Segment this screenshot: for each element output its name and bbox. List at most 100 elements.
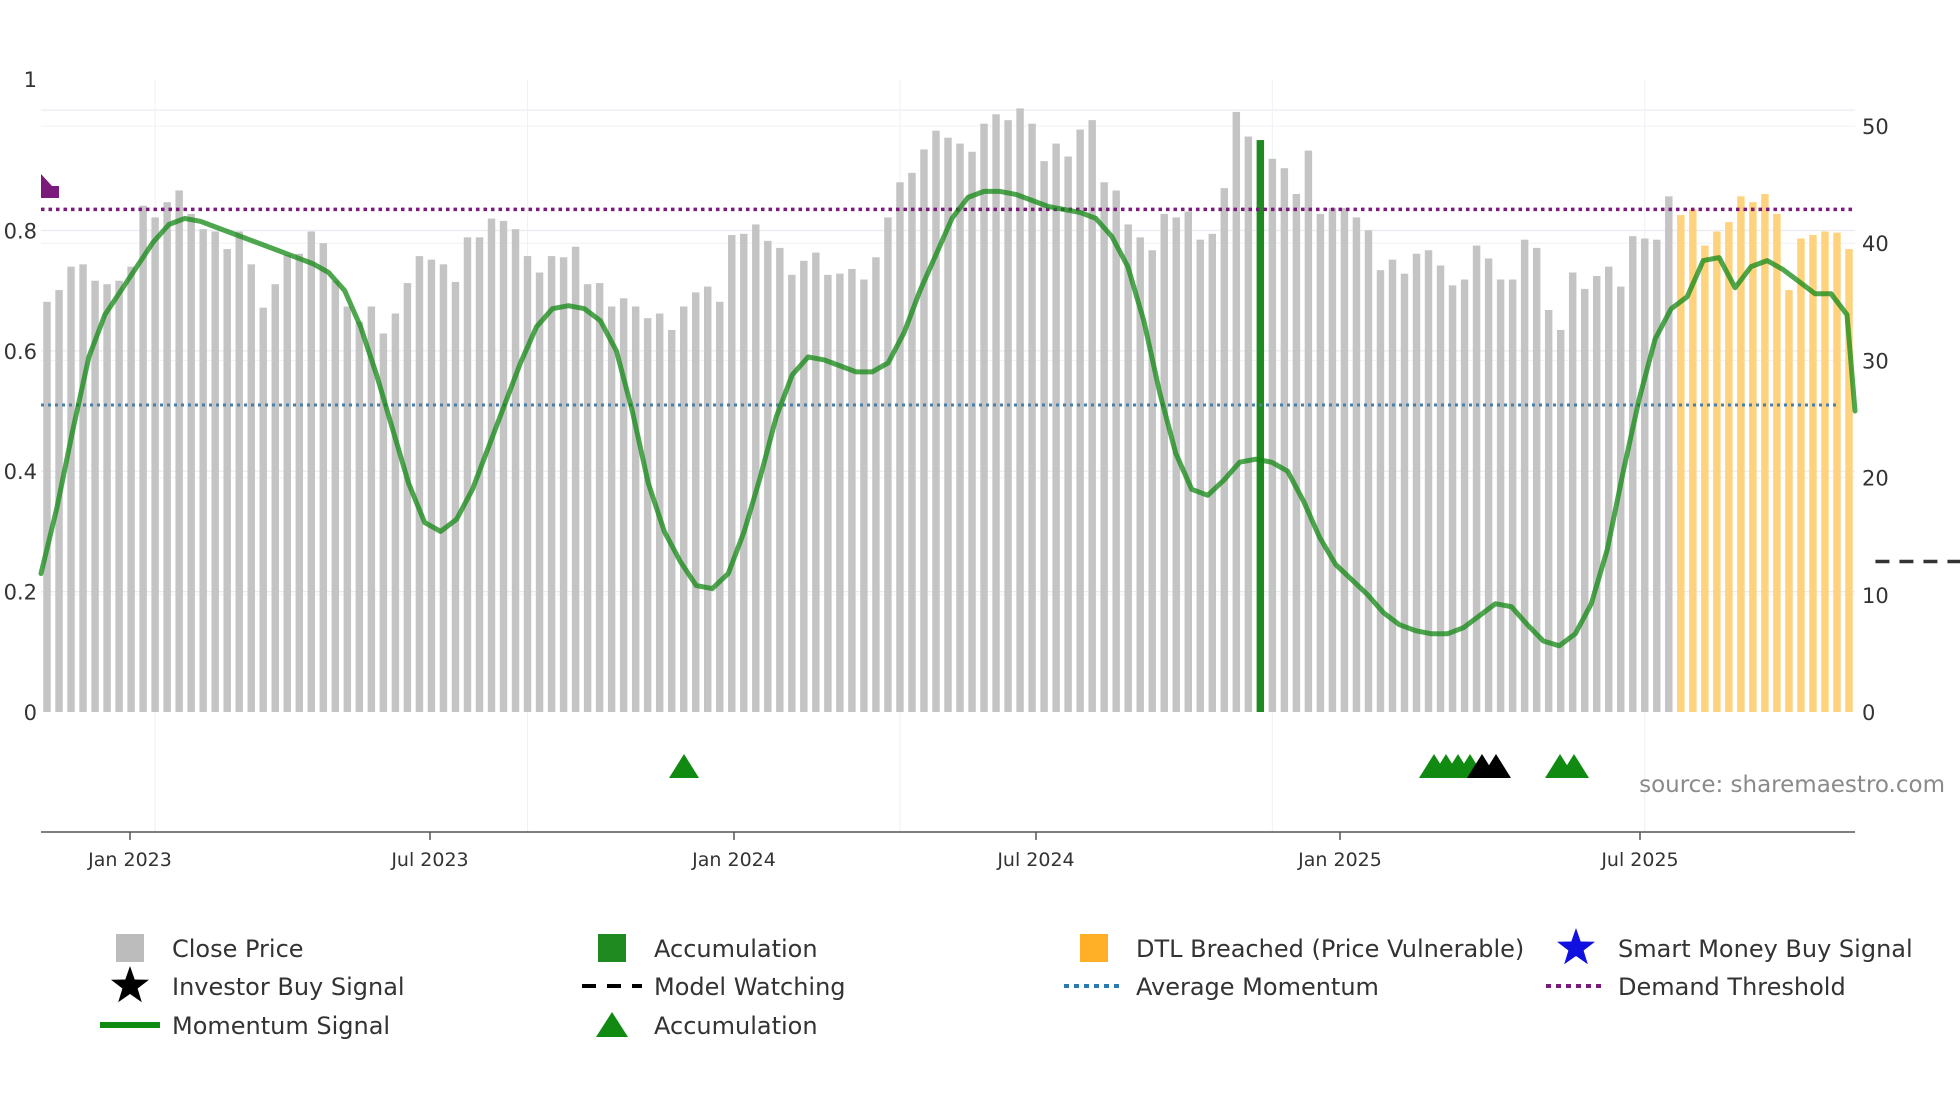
bar-79 [992, 114, 1000, 712]
bar-91 [1136, 237, 1144, 712]
bar-27 [367, 306, 376, 712]
bar-74 [932, 130, 940, 713]
bar-15 [223, 249, 231, 712]
bar-10 [163, 202, 171, 712]
legend: Close Price Accumulation DTL Breached (Pri… [100, 928, 1913, 1040]
bar-143 [1761, 193, 1769, 712]
bar-71 [896, 182, 904, 713]
bar-77 [968, 151, 976, 712]
bar-63 [800, 260, 808, 712]
bar-14 [211, 231, 219, 713]
bar-83 [1040, 161, 1048, 712]
bar-85 [1064, 156, 1072, 713]
bar-82 [1028, 123, 1036, 712]
legend-3-star-icon [1557, 928, 1595, 965]
bar-132 [1629, 236, 1637, 712]
bar-126 [1556, 329, 1565, 712]
bar-26 [355, 321, 364, 712]
bar-108 [1340, 208, 1349, 713]
bar-50 [643, 318, 652, 712]
bar-123 [1520, 239, 1529, 712]
bar-95 [1184, 211, 1192, 712]
right-y-axis: 0 10 20 30 40 50 [1862, 115, 1889, 725]
source-label: source: sharemaestro.com [1639, 772, 1945, 798]
x-tick-label-0: Jan 2023 [87, 849, 172, 871]
bar-122 [1508, 279, 1517, 712]
bar-137 [1689, 209, 1697, 712]
bar-119 [1472, 245, 1481, 712]
bar-5 [103, 284, 111, 712]
bar-21 [295, 253, 304, 713]
bar-35 [463, 237, 472, 712]
bar-13 [199, 229, 207, 713]
bar-136 [1677, 215, 1685, 712]
bar-116 [1436, 265, 1445, 712]
bar-94 [1172, 217, 1180, 712]
legend-1-swatch [598, 934, 626, 962]
y-left-tick-2: 0.4 [4, 460, 37, 484]
left-y-axis: 0 0.2 0.4 0.6 0.8 1 [4, 68, 37, 725]
bar-87 [1088, 120, 1096, 712]
legend-5-label: Model Watching [654, 973, 846, 1001]
bar-28 [379, 333, 388, 712]
bar-150 [1845, 249, 1853, 712]
accumulation-marker-6 [1559, 754, 1589, 778]
bar-86 [1076, 129, 1084, 713]
bar-60 [764, 240, 772, 712]
bar-11 [175, 190, 183, 712]
y-right-tick-2: 20 [1862, 467, 1889, 491]
bar-144 [1773, 213, 1781, 712]
x-tick-label-3: Jul 2024 [996, 849, 1074, 871]
bar-75 [944, 137, 952, 713]
bar-139 [1713, 231, 1721, 713]
legend-7-label: Demand Threshold [1618, 973, 1846, 1001]
bar-102 [1268, 158, 1277, 713]
bar-84 [1052, 143, 1060, 712]
bar-115 [1424, 250, 1433, 712]
x-axis: Jan 2023 Jul 2023 Jan 2024 Jul 2024 Jan 2025… [41, 831, 1855, 871]
bar-61 [776, 247, 784, 712]
bar-68 [860, 279, 868, 712]
bar-55 [704, 286, 712, 712]
bar-130 [1605, 266, 1613, 712]
bar-149 [1833, 232, 1841, 713]
bar-4 [91, 280, 99, 712]
legend-8-label: Momentum Signal [172, 1012, 390, 1040]
legend-0-swatch [116, 934, 144, 962]
bar-9 [151, 217, 159, 712]
investor-buy-marker-1 [1481, 754, 1511, 778]
bar-56 [716, 301, 724, 712]
bar-8 [139, 205, 147, 713]
bar-88 [1100, 182, 1108, 713]
demand-threshold-marker [41, 174, 59, 198]
bar-49 [631, 306, 640, 712]
bar-18 [259, 307, 267, 712]
legend-2-swatch [1080, 934, 1108, 962]
y-right-tick-5: 50 [1862, 115, 1889, 139]
bar-147 [1809, 234, 1817, 712]
bar-30 [403, 283, 412, 712]
bar-43 [559, 257, 568, 712]
bar-141 [1737, 196, 1745, 712]
bar-67 [848, 268, 856, 712]
bar-101 [1256, 140, 1265, 713]
bar-48 [619, 298, 628, 712]
bar-118 [1460, 279, 1469, 712]
legend-0-label: Close Price [172, 935, 304, 963]
bar-44 [571, 246, 580, 712]
x-tick-label-2: Jan 2024 [691, 849, 776, 871]
bar-125 [1544, 310, 1553, 712]
bar-97 [1208, 233, 1217, 712]
y-right-tick-4: 40 [1862, 232, 1889, 256]
bar-135 [1665, 196, 1673, 712]
bar-31 [415, 256, 424, 712]
bar-54 [691, 292, 700, 712]
bar-37 [487, 218, 496, 712]
bar-45 [583, 284, 592, 712]
bar-131 [1617, 286, 1625, 712]
bar-90 [1124, 224, 1132, 712]
legend-6-label: Average Momentum [1136, 973, 1379, 1001]
bar-2 [67, 266, 75, 712]
bar-140 [1725, 222, 1733, 712]
